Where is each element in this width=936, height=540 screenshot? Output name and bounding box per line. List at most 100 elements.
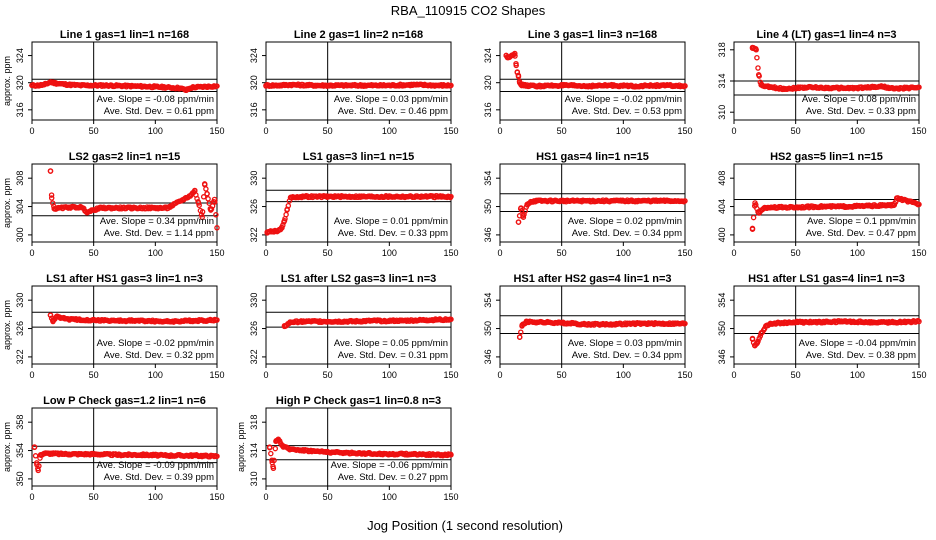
data-point <box>749 44 756 51</box>
data-point <box>66 316 72 323</box>
x-tick-label: 0 <box>263 492 268 502</box>
stddev-annotation: Ave. Std. Dev. = 0.31 ppm <box>338 350 448 361</box>
x-tick-label: 50 <box>323 370 333 380</box>
data-point <box>275 82 282 89</box>
plot-frame <box>265 285 452 365</box>
slope-annotation: Ave. Slope = -0.06 ppm/min <box>331 460 448 471</box>
data-point <box>411 81 417 88</box>
data-point <box>127 205 134 211</box>
data-point <box>682 198 688 204</box>
data-point <box>753 47 759 53</box>
slope-annotation: Ave. Slope = 0.03 ppm/min <box>334 94 448 105</box>
panel: High P Check gas=1 lin=0.8 n=3 310 314 318 0… <box>236 395 459 502</box>
panel: LS1 gas=3 lin=1 n=15 322 326 330 0 50 100 150 Av… <box>249 151 459 258</box>
x-tick-label: 150 <box>209 370 224 380</box>
y-tick-label: 322 <box>249 227 259 242</box>
y-tick-label: 350 <box>483 321 493 336</box>
y-tick-label: 324 <box>483 48 493 63</box>
data-point <box>423 193 430 200</box>
data-point <box>97 205 103 211</box>
y-tick-label: 400 <box>717 227 727 242</box>
data-point <box>53 80 60 87</box>
data-point <box>272 445 279 452</box>
figure-title: RBA_110915 CO2 Shapes <box>391 3 546 18</box>
stddev-annotation: Ave. Std. Dev. = 0.53 ppm <box>572 106 682 117</box>
data-point <box>280 444 287 450</box>
y-tick-label: 358 <box>15 415 25 430</box>
data-point <box>448 193 454 200</box>
data-point <box>817 319 824 325</box>
y-tick-label: 316 <box>249 102 259 117</box>
data-point <box>164 318 171 325</box>
data-point <box>189 84 196 91</box>
x-tick-label: 50 <box>557 248 567 258</box>
data-point <box>792 204 799 211</box>
panel: LS1 after HS1 gas=3 lin=1 n=3 322 326 330 0 5… <box>2 273 225 380</box>
data-point <box>337 82 343 89</box>
data-point <box>324 318 331 325</box>
x-tick-label: 150 <box>677 370 692 380</box>
y-tick-label: 320 <box>249 75 259 90</box>
data-point <box>657 82 664 89</box>
data-point <box>817 203 824 210</box>
data-point <box>512 50 518 57</box>
data-point <box>411 451 417 457</box>
x-tick-label: 150 <box>677 126 692 136</box>
x-tick-label: 150 <box>209 126 224 136</box>
data-point <box>768 320 774 327</box>
y-tick-label: 404 <box>717 199 727 214</box>
x-tick-label: 150 <box>443 248 458 258</box>
panel-grid: Line 1 gas=1 lin=1 n=168 316 320 324 0 50 100 1… <box>2 29 927 502</box>
x-tick-label: 100 <box>148 370 163 380</box>
x-tick-label: 0 <box>29 248 34 258</box>
x-tick-label: 150 <box>209 248 224 258</box>
data-point <box>279 225 285 231</box>
panel-title: Low P Check gas=1.2 lin=1 n=6 <box>43 395 206 407</box>
data-point <box>754 339 761 346</box>
y-axis-label: approx. ppm <box>2 422 12 472</box>
y-tick-label: 322 <box>15 349 25 364</box>
data-point <box>264 229 270 235</box>
data-point <box>632 83 639 89</box>
panel: LS2 gas=2 lin=1 n=15 300 304 308 0 50 100 150 ap… <box>2 151 225 258</box>
data-point <box>187 193 193 199</box>
data-point <box>435 82 442 89</box>
data-point <box>755 210 762 216</box>
plot-frame <box>733 285 920 365</box>
data-point <box>866 319 873 325</box>
x-tick-label: 100 <box>616 370 631 380</box>
data-point <box>199 214 205 220</box>
y-tick-label: 330 <box>249 171 259 186</box>
data-point <box>201 181 208 187</box>
data-point <box>879 83 885 90</box>
data-point <box>386 82 393 89</box>
data-point <box>66 451 72 457</box>
data-point <box>632 198 639 204</box>
data-point <box>48 192 55 198</box>
data-point <box>51 205 57 212</box>
x-tick-label: 50 <box>791 370 801 380</box>
data-point <box>398 317 405 324</box>
data-point <box>200 194 207 200</box>
panel-title: HS1 after LS1 gas=4 lin=1 n=3 <box>748 273 905 285</box>
panel-title: Line 4 (LT) gas=1 lin=4 n=3 <box>756 29 896 41</box>
data-point <box>31 444 38 450</box>
data-point <box>324 193 331 200</box>
data-point <box>269 457 275 464</box>
data-point <box>213 212 219 218</box>
data-point <box>361 450 368 457</box>
data-point <box>682 83 688 89</box>
x-tick-label: 0 <box>497 370 502 380</box>
data-point <box>192 188 198 194</box>
y-tick-label: 330 <box>15 293 25 308</box>
y-tick-label: 330 <box>249 293 259 308</box>
x-tick-label: 150 <box>443 492 458 502</box>
data-point <box>558 320 565 326</box>
data-point <box>50 318 56 325</box>
data-point <box>515 219 522 225</box>
data-point <box>423 317 430 323</box>
data-point <box>755 65 761 71</box>
y-tick-label: 308 <box>15 171 25 186</box>
data-point <box>398 193 405 200</box>
data-point <box>263 82 269 89</box>
